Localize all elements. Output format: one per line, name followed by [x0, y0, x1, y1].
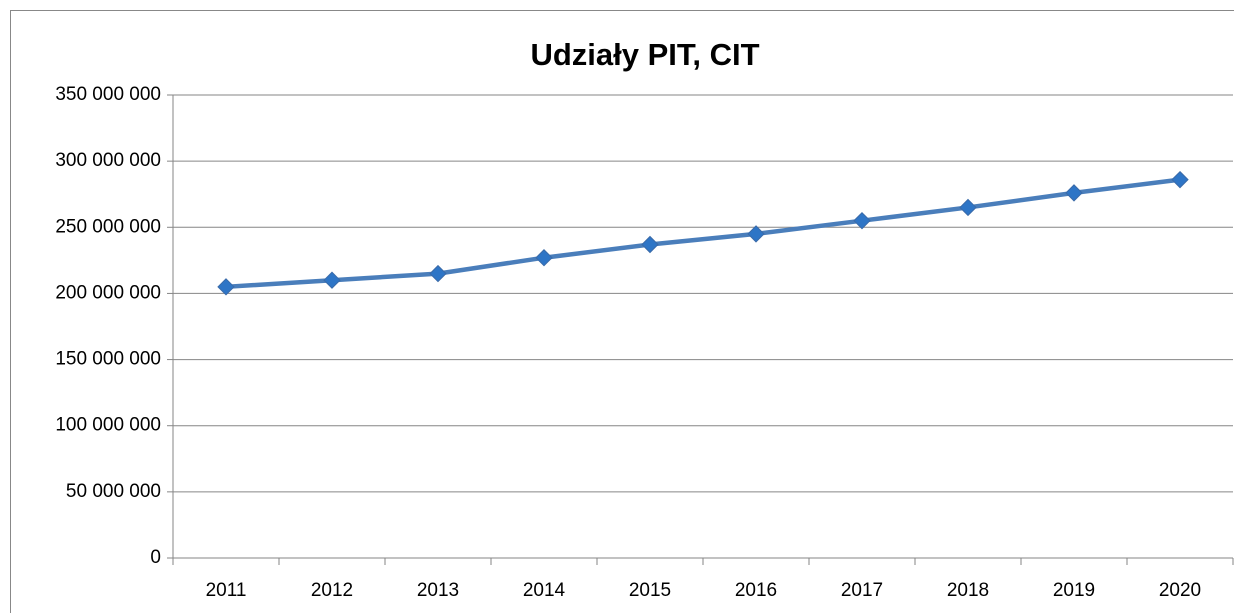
x-tick-label: 2011	[206, 580, 247, 601]
x-tick-label: 2013	[417, 580, 459, 601]
line	[225, 177, 1181, 290]
marker	[1065, 184, 1083, 202]
chart-frame	[10, 10, 1234, 613]
y-tick-label: 100 000 000	[55, 415, 161, 436]
y-tick-label: 0	[150, 547, 161, 568]
marker	[429, 264, 447, 283]
x-tick-label: 2016	[735, 580, 777, 601]
chart-title: Udziały PIT, CIT	[530, 37, 759, 72]
x-tick-label: 2015	[629, 580, 671, 601]
y-tick-label: 150 000 000	[55, 349, 161, 370]
y-tick-label: 350 000 000	[55, 84, 161, 105]
x-tick-label: 2017	[841, 580, 883, 601]
y-tick-label: 300 000 000	[55, 150, 161, 171]
marker	[217, 278, 235, 296]
x-tick-label: 2012	[311, 580, 353, 601]
marker	[747, 225, 765, 243]
marker	[853, 211, 871, 230]
marker	[535, 249, 553, 267]
x-tick-label: 2019	[1053, 580, 1095, 601]
x-tick-label: 2020	[1159, 580, 1201, 601]
marker	[959, 198, 977, 217]
y-tick-label: 250 000 000	[55, 216, 161, 237]
marker	[323, 271, 341, 289]
x-tick-label: 2018	[947, 580, 989, 601]
y-tick-label: 200 000 000	[55, 282, 161, 303]
marker	[641, 235, 659, 254]
x-tick-label: 2014	[523, 580, 566, 601]
y-tick-label: 50 000 000	[66, 481, 161, 502]
marker	[1171, 170, 1189, 189]
